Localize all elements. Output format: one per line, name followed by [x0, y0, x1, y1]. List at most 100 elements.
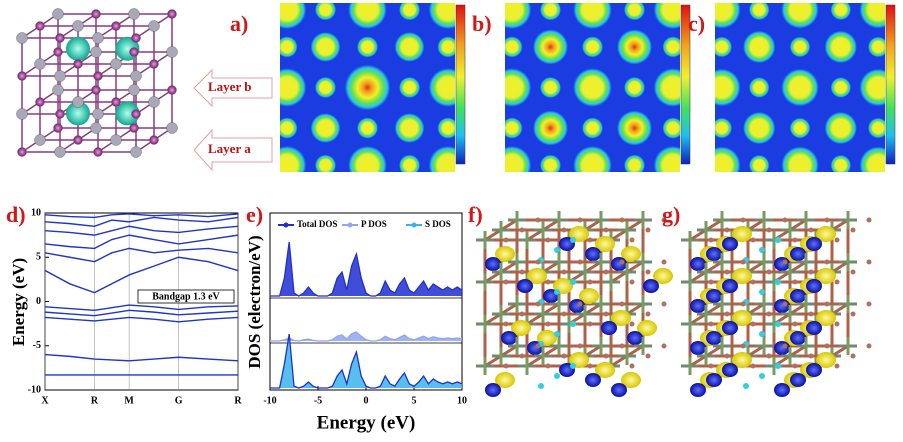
lattice — [476, 211, 673, 397]
atom — [535, 343, 541, 349]
blob — [437, 36, 455, 58]
atom — [554, 373, 560, 379]
dos-line — [270, 331, 463, 342]
blob — [624, 77, 645, 98]
rod — [747, 260, 765, 274]
atom — [759, 289, 765, 295]
orbital — [611, 257, 627, 271]
blob — [573, 3, 612, 30]
atom — [766, 227, 772, 233]
atom — [17, 71, 27, 81]
annotation-box — [137, 289, 235, 304]
orbital — [501, 331, 517, 345]
atom — [545, 237, 551, 243]
blob — [505, 117, 523, 139]
y-axis-label: Energy (eV) — [9, 258, 28, 346]
atom — [52, 84, 64, 96]
atom — [148, 96, 160, 108]
orbital — [790, 331, 806, 345]
atom — [850, 311, 856, 317]
blob — [624, 154, 645, 172]
orbital — [495, 372, 515, 388]
contour-map — [280, 3, 466, 172]
orbital — [806, 279, 822, 293]
y-tick-label: 10 — [31, 207, 41, 218]
orbital — [690, 341, 706, 355]
x-tick-label: G — [175, 395, 183, 406]
orbital — [653, 268, 673, 284]
atom — [619, 343, 625, 349]
atom — [866, 217, 872, 223]
arrow — [193, 68, 273, 108]
rod — [484, 270, 502, 284]
rod — [789, 344, 807, 358]
dos-line — [270, 241, 463, 297]
atom — [503, 363, 509, 369]
blob — [715, 3, 741, 29]
blob — [315, 3, 336, 21]
blob — [715, 36, 732, 58]
blob — [653, 3, 680, 30]
atom — [73, 59, 83, 69]
atom — [808, 353, 814, 359]
blob — [582, 117, 603, 139]
atom — [603, 269, 609, 275]
atom — [17, 147, 27, 157]
orbital — [774, 299, 790, 313]
atom — [629, 237, 635, 243]
blob — [357, 36, 378, 58]
orbital — [585, 247, 601, 261]
orbital — [621, 246, 641, 262]
atom — [724, 269, 730, 275]
atom — [34, 58, 46, 70]
orbital — [816, 268, 836, 284]
orbital — [595, 236, 615, 252]
atom — [111, 97, 121, 107]
rod — [500, 218, 518, 232]
blob — [315, 77, 336, 98]
atom — [16, 108, 28, 120]
atom — [55, 109, 65, 119]
rod — [610, 270, 628, 284]
atom — [782, 217, 788, 223]
atom — [759, 247, 765, 253]
rod — [526, 228, 544, 242]
band — [44, 353, 239, 362]
blob — [428, 68, 455, 107]
rod — [747, 344, 765, 358]
blob — [662, 36, 680, 58]
atom — [645, 353, 651, 359]
contour-map — [505, 3, 691, 172]
blob — [394, 32, 425, 62]
blob — [868, 117, 885, 139]
orbital — [706, 247, 722, 261]
rod — [484, 312, 502, 326]
rod — [626, 302, 644, 316]
atom — [824, 217, 830, 223]
atom — [850, 353, 856, 359]
orbital — [637, 320, 657, 336]
rod — [484, 354, 502, 368]
blob — [533, 29, 568, 65]
band — [44, 225, 239, 236]
blob — [540, 3, 561, 21]
atom — [619, 301, 625, 307]
atom — [90, 46, 102, 58]
atom — [110, 134, 122, 146]
blob — [348, 145, 387, 172]
atom — [166, 46, 178, 58]
atom — [708, 363, 714, 369]
atom — [52, 8, 64, 20]
orbital — [816, 226, 836, 242]
blob — [824, 111, 857, 145]
colorbar — [885, 4, 896, 165]
rod — [831, 260, 849, 274]
atom — [808, 269, 814, 275]
rod — [500, 344, 518, 358]
crystal — [16, 8, 178, 158]
atom — [545, 321, 551, 327]
atom-large — [115, 101, 140, 126]
atom — [577, 259, 583, 265]
blob — [505, 145, 532, 172]
blob — [399, 77, 420, 98]
